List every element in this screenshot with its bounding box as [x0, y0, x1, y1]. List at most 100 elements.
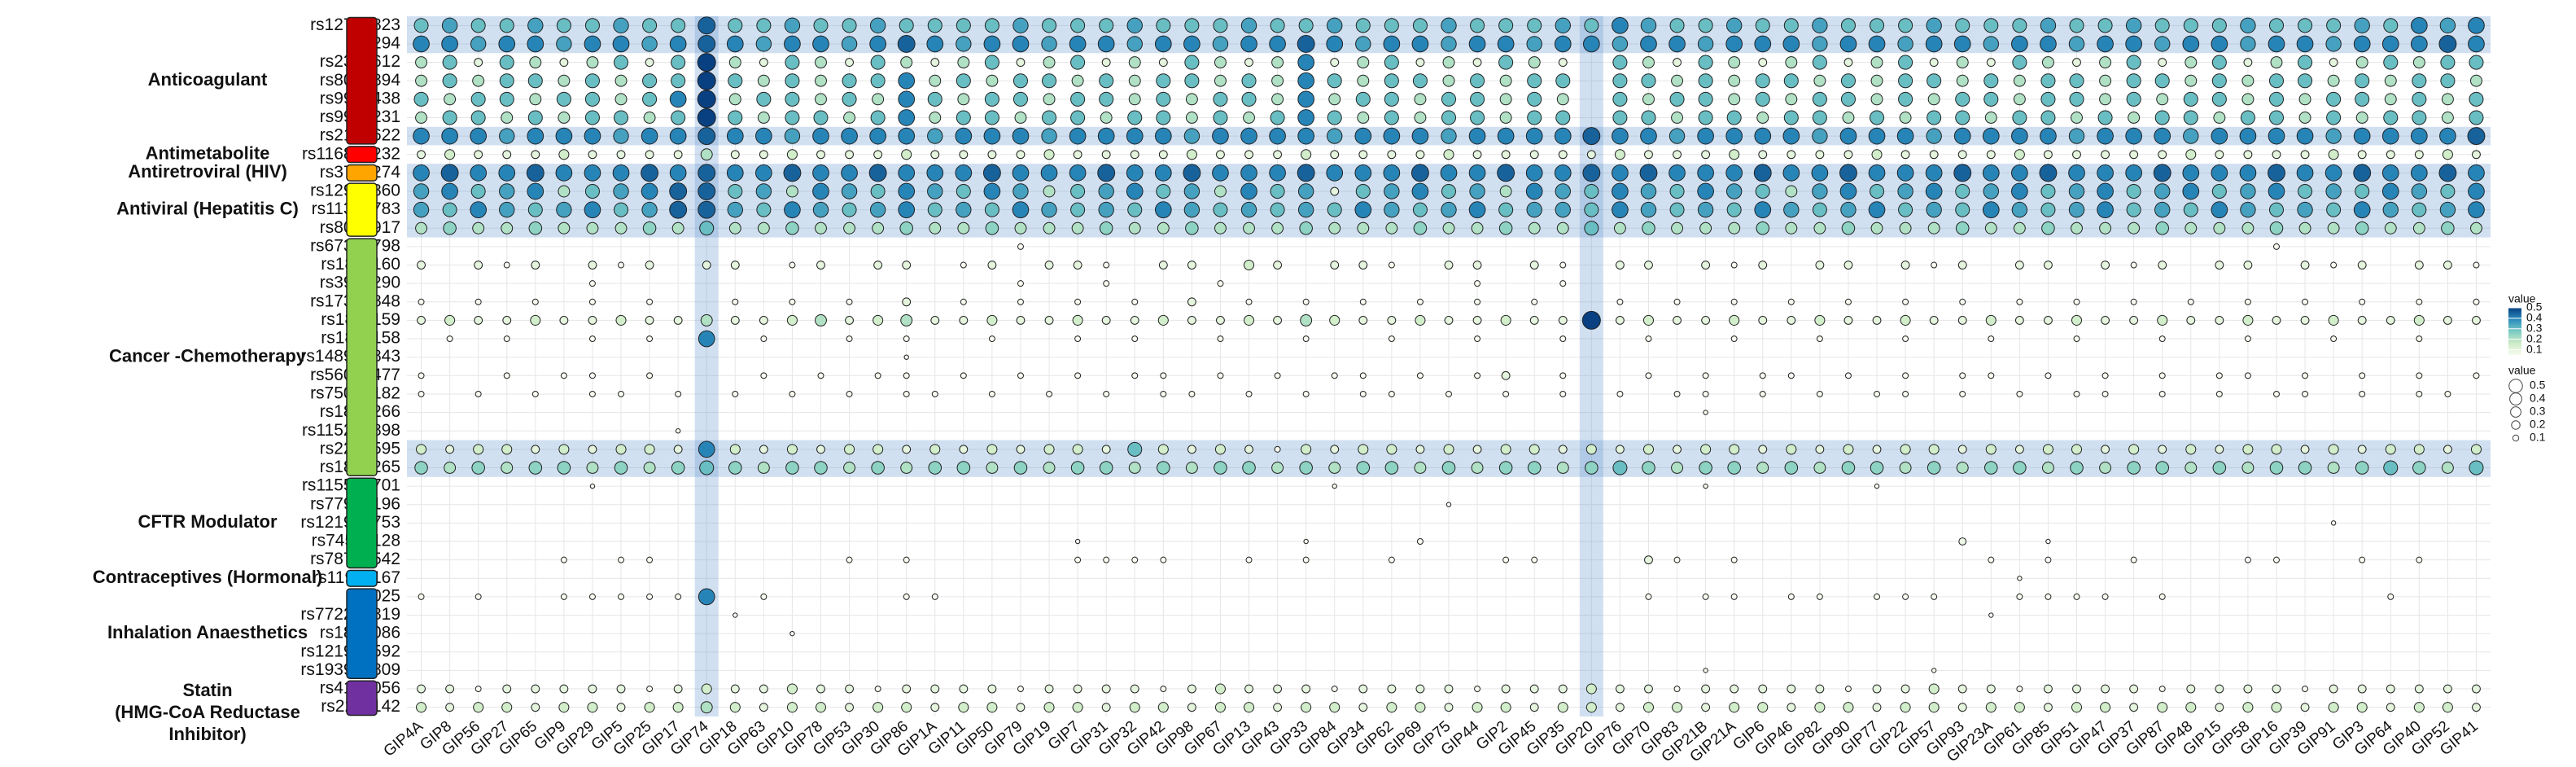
dot	[1958, 537, 1967, 546]
dot	[988, 335, 995, 343]
dot	[931, 390, 938, 397]
dot	[1416, 298, 1424, 305]
dot	[672, 702, 684, 713]
dot	[1073, 150, 1082, 160]
dot	[1645, 372, 1652, 379]
dot	[2296, 127, 2314, 145]
dot	[618, 593, 624, 600]
dot	[1271, 93, 1284, 106]
dot	[2130, 556, 2137, 563]
dot	[983, 35, 1001, 53]
dot	[612, 35, 630, 53]
dot	[499, 91, 514, 107]
dot	[2412, 110, 2427, 125]
dot	[1872, 684, 1882, 694]
dot	[1184, 55, 1200, 70]
dot	[986, 702, 998, 713]
dot	[1785, 56, 1798, 69]
dot	[474, 150, 483, 160]
dot	[812, 201, 829, 218]
dot	[2242, 314, 2254, 326]
dot	[873, 702, 884, 713]
dot	[1386, 444, 1397, 455]
dot	[785, 221, 799, 235]
dot	[1415, 58, 1425, 67]
dot	[2156, 93, 2169, 106]
dot	[1556, 93, 1569, 106]
dot	[1928, 444, 1940, 455]
dot	[846, 335, 853, 343]
dot	[1755, 18, 1770, 33]
dot	[1644, 150, 1653, 160]
dot	[1669, 18, 1685, 33]
dot	[669, 127, 687, 145]
dot	[2302, 298, 2309, 305]
dot	[1870, 56, 1883, 69]
dot	[1699, 221, 1712, 234]
dot	[842, 73, 857, 89]
dot	[1160, 372, 1167, 379]
dot	[1217, 335, 1224, 343]
dot	[499, 55, 514, 70]
dot	[2045, 593, 2052, 600]
dot	[2042, 444, 2053, 455]
dot	[1927, 93, 1940, 106]
dot	[2154, 127, 2171, 145]
dot	[1900, 150, 1910, 160]
dot	[1728, 56, 1741, 69]
dot	[2357, 445, 2367, 454]
dot	[789, 630, 795, 637]
dot	[1498, 202, 1514, 217]
dot	[2353, 35, 2371, 53]
dot	[2187, 298, 2194, 305]
dot	[2185, 56, 2198, 69]
dot	[1558, 150, 1568, 160]
dot	[413, 18, 429, 33]
dot	[956, 110, 971, 125]
dot	[2353, 164, 2372, 182]
size-legend-circle	[2510, 406, 2521, 418]
dot	[2068, 201, 2085, 218]
dot	[845, 684, 854, 694]
dot	[1784, 461, 1799, 475]
dot	[2268, 182, 2285, 200]
dot	[1900, 702, 1911, 713]
dot	[1956, 56, 1969, 69]
dot	[584, 201, 601, 218]
dot	[2330, 520, 2337, 526]
dot	[418, 593, 425, 600]
dot	[2386, 684, 2395, 694]
dot	[474, 261, 483, 270]
dot	[2013, 74, 2026, 87]
dot	[1642, 93, 1655, 106]
dot	[2241, 221, 2255, 234]
dot	[1558, 316, 1568, 325]
dot	[1874, 593, 1881, 600]
dot	[1127, 441, 1143, 457]
dot	[1673, 316, 1682, 325]
dot	[2300, 445, 2310, 454]
dot	[1584, 18, 1599, 33]
dot	[1612, 110, 1628, 125]
dot	[757, 112, 770, 124]
dot	[1187, 261, 1196, 270]
dot	[926, 164, 944, 182]
dot	[1301, 149, 1312, 160]
group-bar	[346, 569, 378, 587]
dot	[1581, 310, 1601, 330]
dot	[527, 182, 545, 200]
dot	[645, 316, 654, 325]
dot	[2268, 202, 2285, 217]
dot	[445, 703, 455, 712]
dot	[2468, 164, 2485, 182]
dot	[845, 703, 854, 712]
dot	[1957, 684, 1967, 694]
dot	[1754, 127, 1772, 145]
dot	[2040, 202, 2056, 217]
dot	[1017, 372, 1024, 379]
dot	[1527, 110, 1542, 125]
dot	[1730, 298, 1738, 305]
dot	[1012, 127, 1030, 145]
dot	[1641, 73, 1656, 89]
dot	[441, 127, 458, 145]
